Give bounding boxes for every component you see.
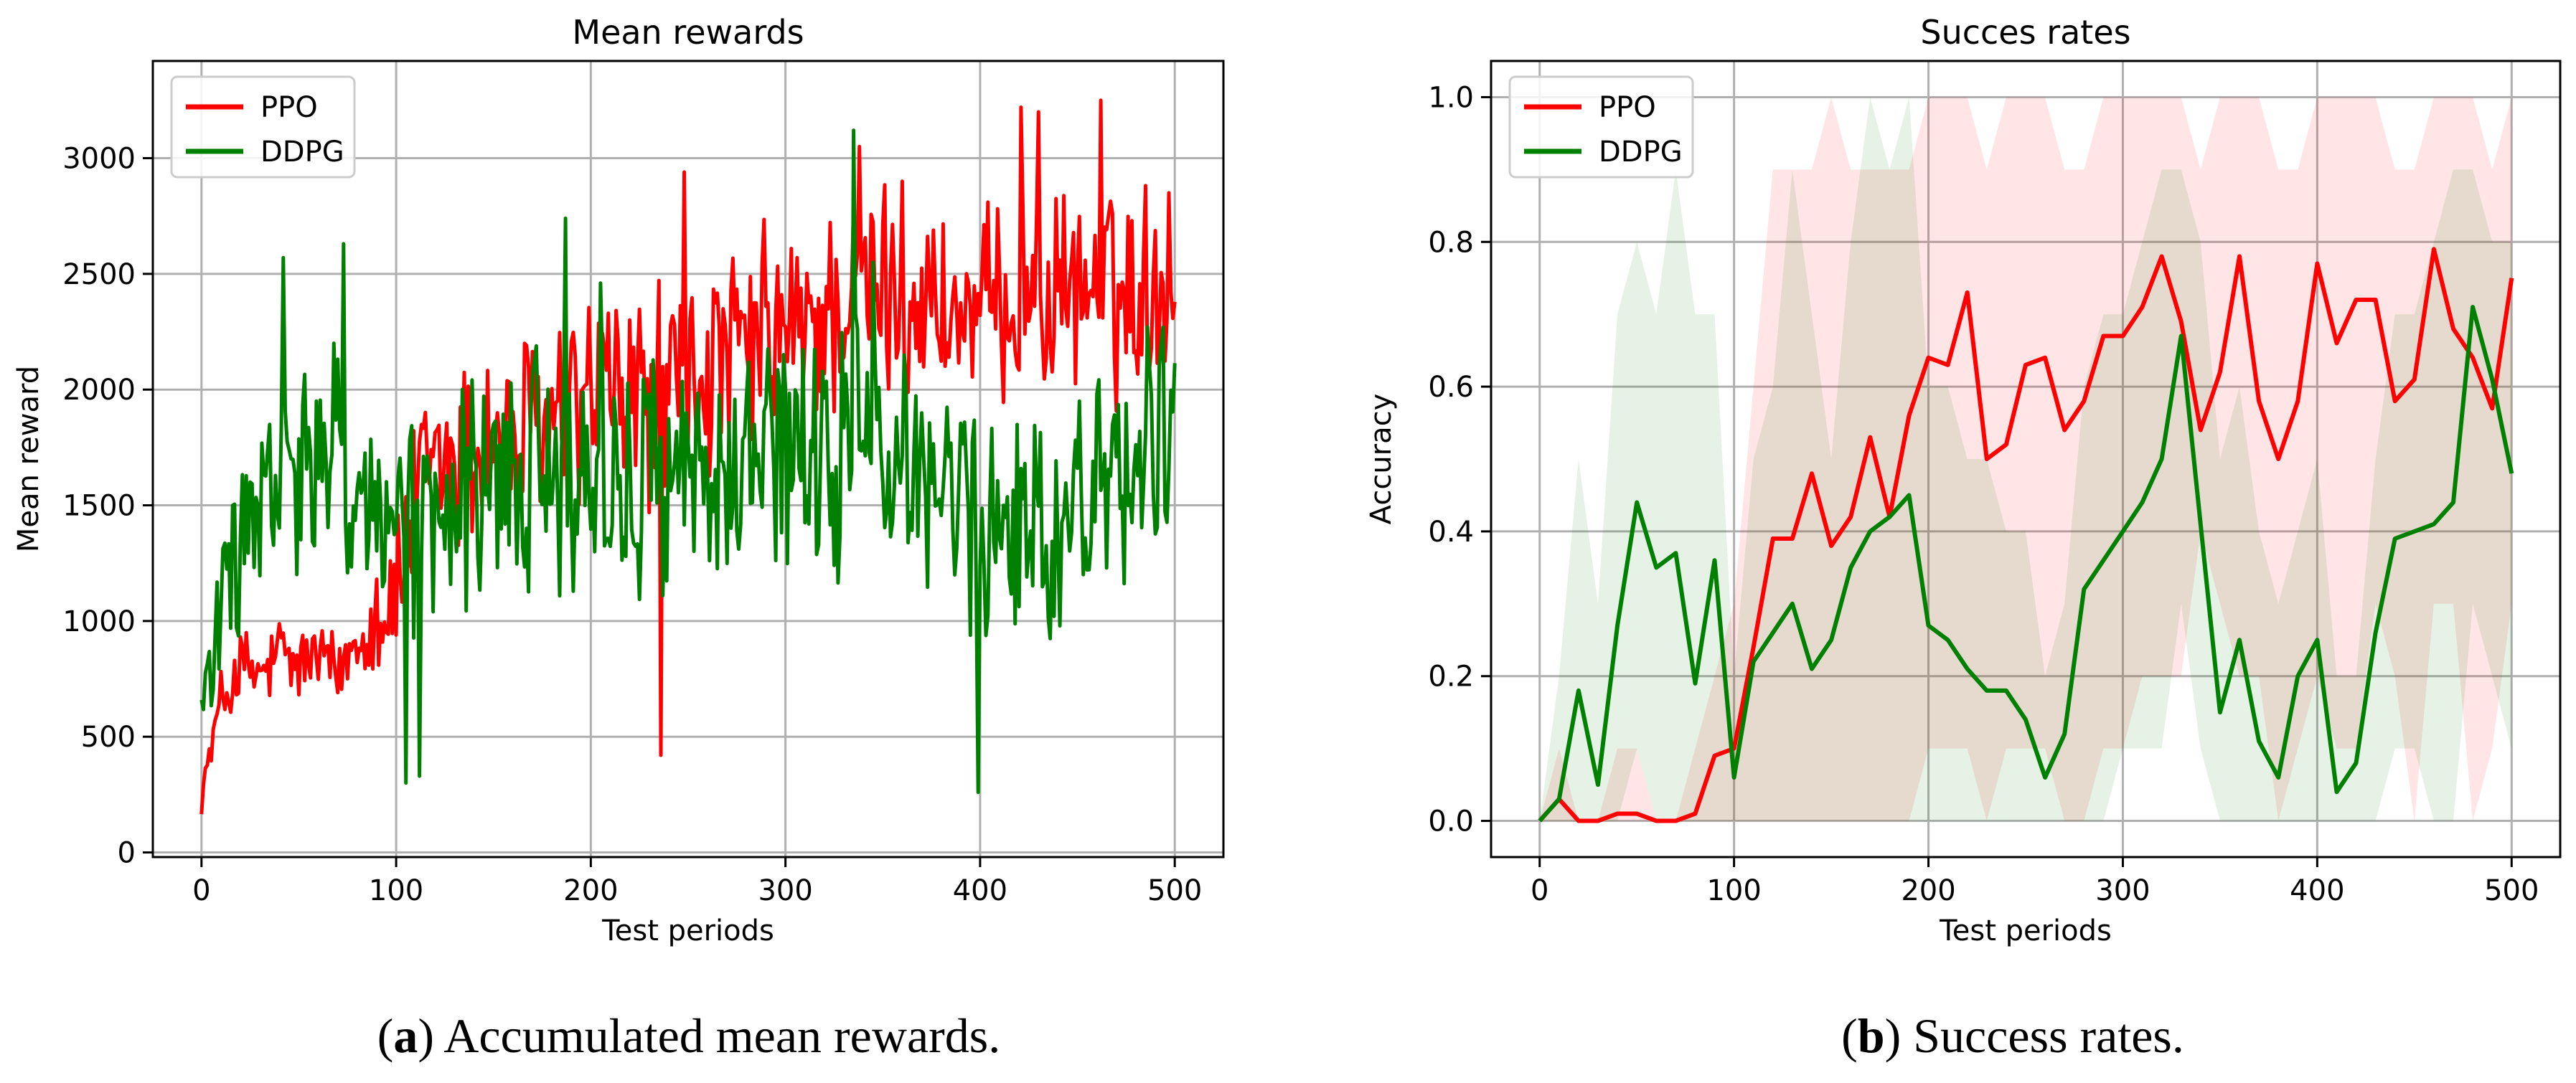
axes-frame [1490,60,2562,859]
x-tick-label: 400 [2290,874,2344,907]
panel-a-mean-rewards-chart: 0 100 200 300 400 500 0 500 1000 1500 2000 2500 3000… [12,13,1225,947]
y-tick-label: 2000 [62,374,136,407]
plot-content [199,98,1177,815]
x-tick-label: 0 [1531,874,1548,907]
series-line-ddpg [199,128,1177,795]
x-axis-label: Test periods [601,914,774,947]
y-axis-label: Mean reward [12,366,45,552]
axes-frame [151,60,1225,859]
y-tick-label: 0.8 [1428,226,1474,259]
caption-b: (b) Success rates. [1841,1008,2184,1063]
legend: PPO DDPG [170,75,356,179]
x-tick-label: 500 [2484,874,2539,907]
x-axis-label: Test periods [1939,914,2112,947]
y-tick-label: 0.4 [1428,516,1474,549]
y-tick-label: 2500 [62,258,136,291]
chart-title: Mean rewards [572,13,804,52]
legend-label-ppo: PPO [260,91,318,124]
x-tick-label: 100 [1706,874,1761,907]
x-tick-label: 400 [953,874,1007,907]
plot-content [1538,97,2514,823]
y-tick-label: 500 [81,721,136,754]
x-tick-label: 500 [1147,874,1202,907]
y-tick-label: 3000 [62,143,136,176]
caption-a: (a) Accumulated mean rewards. [377,1008,1001,1063]
y-tick-label: 1.0 [1428,81,1474,114]
y-tick-label: 1000 [62,605,136,638]
x-tick-label: 300 [758,874,812,907]
x-tick-label: 100 [369,874,423,907]
x-tick-label: 200 [563,874,618,907]
ticks: 0 100 200 300 400 500 0.0 0.2 0.4 0.6 0.8 1.0 [1428,81,2539,907]
legend-label-ppo: PPO [1599,91,1656,124]
chart-title: Succes rates [1920,13,2130,52]
x-tick-label: 300 [2095,874,2150,907]
y-tick-label: 0 [118,837,136,870]
x-tick-label: 0 [192,874,210,907]
ticks: 0 100 200 300 400 500 0 500 1000 1500 2000 2500 3000 [62,143,1202,907]
y-tick-label: 1500 [62,490,136,523]
y-tick-label: 0.6 [1428,371,1474,404]
series-line-ddpg [1538,305,2514,823]
x-tick-label: 200 [1901,874,1955,907]
y-axis-label: Accuracy [1365,394,1398,525]
panel-b-success-rates-chart: 0 100 200 300 400 500 0.0 0.2 0.4 0.6 0.8 1.0 Succes… [1365,13,2562,947]
y-tick-label: 0.2 [1428,661,1474,694]
y-tick-label: 0.0 [1428,805,1474,838]
band-ddpg [1539,97,2512,821]
band-ppo [1539,97,2512,821]
legend-label-ddpg: DDPG [1599,136,1683,169]
legend: PPO DDPG [1508,75,1694,179]
legend-label-ddpg: DDPG [260,136,344,169]
series-line-ppo [1538,247,2514,823]
